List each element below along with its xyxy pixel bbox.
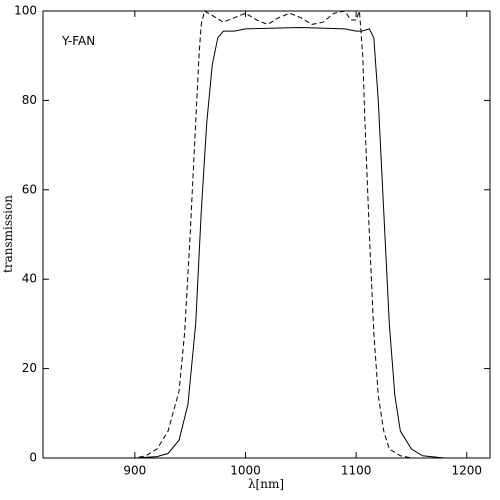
- y-tick-label: 0: [29, 451, 37, 465]
- y-tick-label: 60: [22, 182, 37, 196]
- x-tick-label: 1200: [451, 464, 482, 478]
- series-line: [43, 27, 490, 458]
- annotation: Y-FAN: [61, 34, 95, 48]
- x-tick-label: 1100: [341, 464, 372, 478]
- y-axis-label: transmission: [1, 195, 15, 273]
- y-tick-label: 20: [22, 361, 37, 375]
- y-tick-label: 40: [22, 272, 37, 286]
- x-tick-label: 1000: [230, 464, 261, 478]
- x-tick-label: 900: [123, 464, 146, 478]
- y-tick-label: 80: [22, 93, 37, 107]
- series-line: [43, 11, 490, 458]
- x-axis-label: λ[nm]: [248, 477, 284, 491]
- plot-area: [43, 11, 490, 458]
- y-tick-label: 100: [14, 4, 37, 18]
- plot-frame: [42, 10, 491, 459]
